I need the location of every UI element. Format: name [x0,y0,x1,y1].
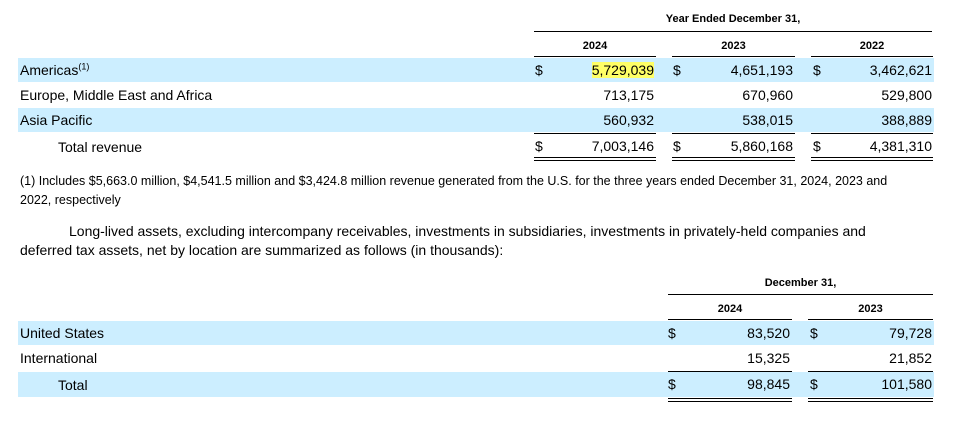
table-row-band [18,321,934,345]
table-row-band [18,108,934,132]
assets-year-2024: 2024 [717,303,743,315]
total-top-rule [668,371,792,372]
currency-symbol: $ [810,376,818,392]
assets-header-rule [668,294,933,295]
assets-year-rule-2024 [668,319,792,320]
footnote-line: (1) Includes $5,663.0 million, $4,541.5 … [20,174,888,188]
table-cell: 21,852 [889,350,932,366]
highlighted-value: 5,729,039 [591,62,654,78]
currency-symbol: $ [813,62,821,78]
total-double-rule [668,398,792,402]
currency-symbol: $ [813,138,821,154]
table-row-label: Asia Pacific [20,112,93,128]
revenue-header-rule [534,31,932,32]
total-value: 5,860,168 [730,138,793,154]
currency-symbol: $ [810,325,818,341]
table-row-label: International [20,350,98,366]
total-double-rule [808,398,933,402]
total-value: 4,381,310 [869,138,932,154]
table-cell: 670,960 [742,87,793,103]
revenue-header-group: Year Ended December 31, [665,13,801,25]
table-cell: 15,325 [747,350,790,366]
currency-symbol: $ [535,138,543,154]
footnote-ref: (1) [78,61,90,72]
table-cell: 79,728 [889,325,932,341]
table-cell: 5,729,039 [548,62,654,78]
total-label: Total [58,377,88,393]
table-cell: 388,889 [881,112,932,128]
total-top-rule [672,133,795,134]
table-cell: 83,520 [747,325,790,341]
currency-symbol: $ [673,138,681,154]
table-row-label: Americas(1) [20,62,89,78]
currency-symbol: $ [668,376,676,392]
currency-symbol: $ [668,325,676,341]
table-cell: 529,800 [881,87,932,103]
total-double-rule [811,157,933,161]
total-value: 101,580 [881,376,932,392]
table-row-band [18,372,934,397]
total-value: 7,003,146 [591,138,654,154]
assets-year-rule-2023 [808,319,933,320]
total-top-rule [811,133,933,134]
table-cell: 538,015 [742,112,793,128]
revenue-year-2024: 2024 [582,40,608,52]
paragraph-line: Long-lived assets, excluding intercompan… [69,223,866,239]
assets-header-group: December 31, [764,277,837,289]
revenue-year-rule-2023 [672,56,795,57]
table-cell: 713,175 [603,87,654,103]
assets-year-2023: 2023 [858,303,883,315]
currency-symbol: $ [673,62,681,78]
total-value: 98,845 [747,376,790,392]
table-cell: 3,462,621 [869,62,932,78]
total-double-rule [672,157,795,161]
table-cell: 4,651,193 [730,62,793,78]
total-double-rule [534,157,656,161]
table-row-label: Europe, Middle East and Africa [20,87,213,103]
table-cell: 560,932 [603,112,654,128]
revenue-year-rule-2024 [534,56,656,57]
total-top-rule [808,371,933,372]
revenue-year-2023: 2023 [721,40,746,52]
paragraph-line: deferred tax assets, net by location are… [20,242,504,258]
row-label-americas: Americas [20,62,79,78]
table-row-label: United States [20,325,105,341]
currency-symbol: $ [535,62,543,78]
table-row-band [18,58,934,82]
total-top-rule [534,133,656,134]
footnote-line: 2022, respectively [20,193,121,207]
total-label: Total revenue [58,139,143,155]
revenue-year-2022: 2022 [859,40,885,52]
revenue-year-rule-2022 [811,56,933,57]
